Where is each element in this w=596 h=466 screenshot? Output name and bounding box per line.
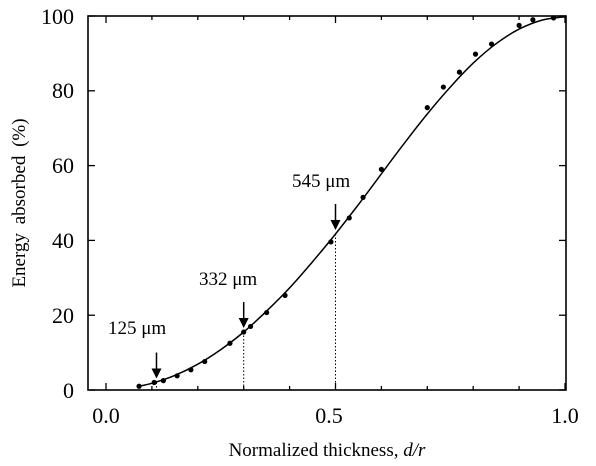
fit-curve-layer [137,15,566,388]
data-point [440,84,446,90]
x-axis-title-variable: d/r [403,440,426,461]
annotation-arrows [151,204,341,379]
data-point [488,41,495,47]
data-point [136,383,142,389]
annotation-label: 545 μm [292,171,350,192]
x-tick-label: 0.5 [315,403,343,428]
data-point [282,292,288,298]
x-axis-title-text: Normalized thickness, [229,440,404,461]
x-tick-label: 1.0 [551,403,579,428]
data-point [241,329,247,335]
data-point [424,105,430,111]
y-tick-label: 40 [52,228,74,253]
data-point [227,340,233,346]
data-point [151,379,157,386]
data-point [530,17,536,23]
annotation-label: 332 μm [199,269,257,290]
plot-frame [87,15,567,391]
annotation-arrow-head [151,368,162,379]
x-tick-label: 0.0 [92,403,120,428]
fit-curve [137,15,566,388]
y-tick-label: 80 [52,78,74,103]
data-point [188,367,194,373]
y-tick-label: 100 [41,4,74,29]
data-point [472,51,479,57]
data-points [136,15,557,389]
annotation-arrow-head [238,318,249,329]
data-point [346,215,352,221]
data-point [174,373,180,379]
annotation-label: 125 μm [108,318,166,339]
data-point [202,358,208,365]
annotation-arrow-head [330,220,341,231]
data-point [264,309,270,316]
data-point [516,22,522,28]
x-axis-title: Normalized thickness, d/r [229,440,426,461]
data-point [328,239,334,245]
annotation-labels: 125 μm 332 μm 545 μm [108,171,350,339]
guide-lines [155,234,336,390]
data-point [378,166,384,172]
x-tick-labels: 0.0 0.5 1.0 [92,403,579,428]
y-tick-labels: 0 20 40 60 80 100 [41,4,74,403]
y-axis-title: Energy absorbed (%) [9,118,30,287]
y-tick-label: 20 [52,303,74,328]
data-point [247,323,254,330]
data-point [456,69,463,75]
data-point [360,194,366,200]
y-tick-label: 60 [52,153,74,178]
data-point [160,378,166,384]
y-tick-label: 0 [63,378,74,403]
